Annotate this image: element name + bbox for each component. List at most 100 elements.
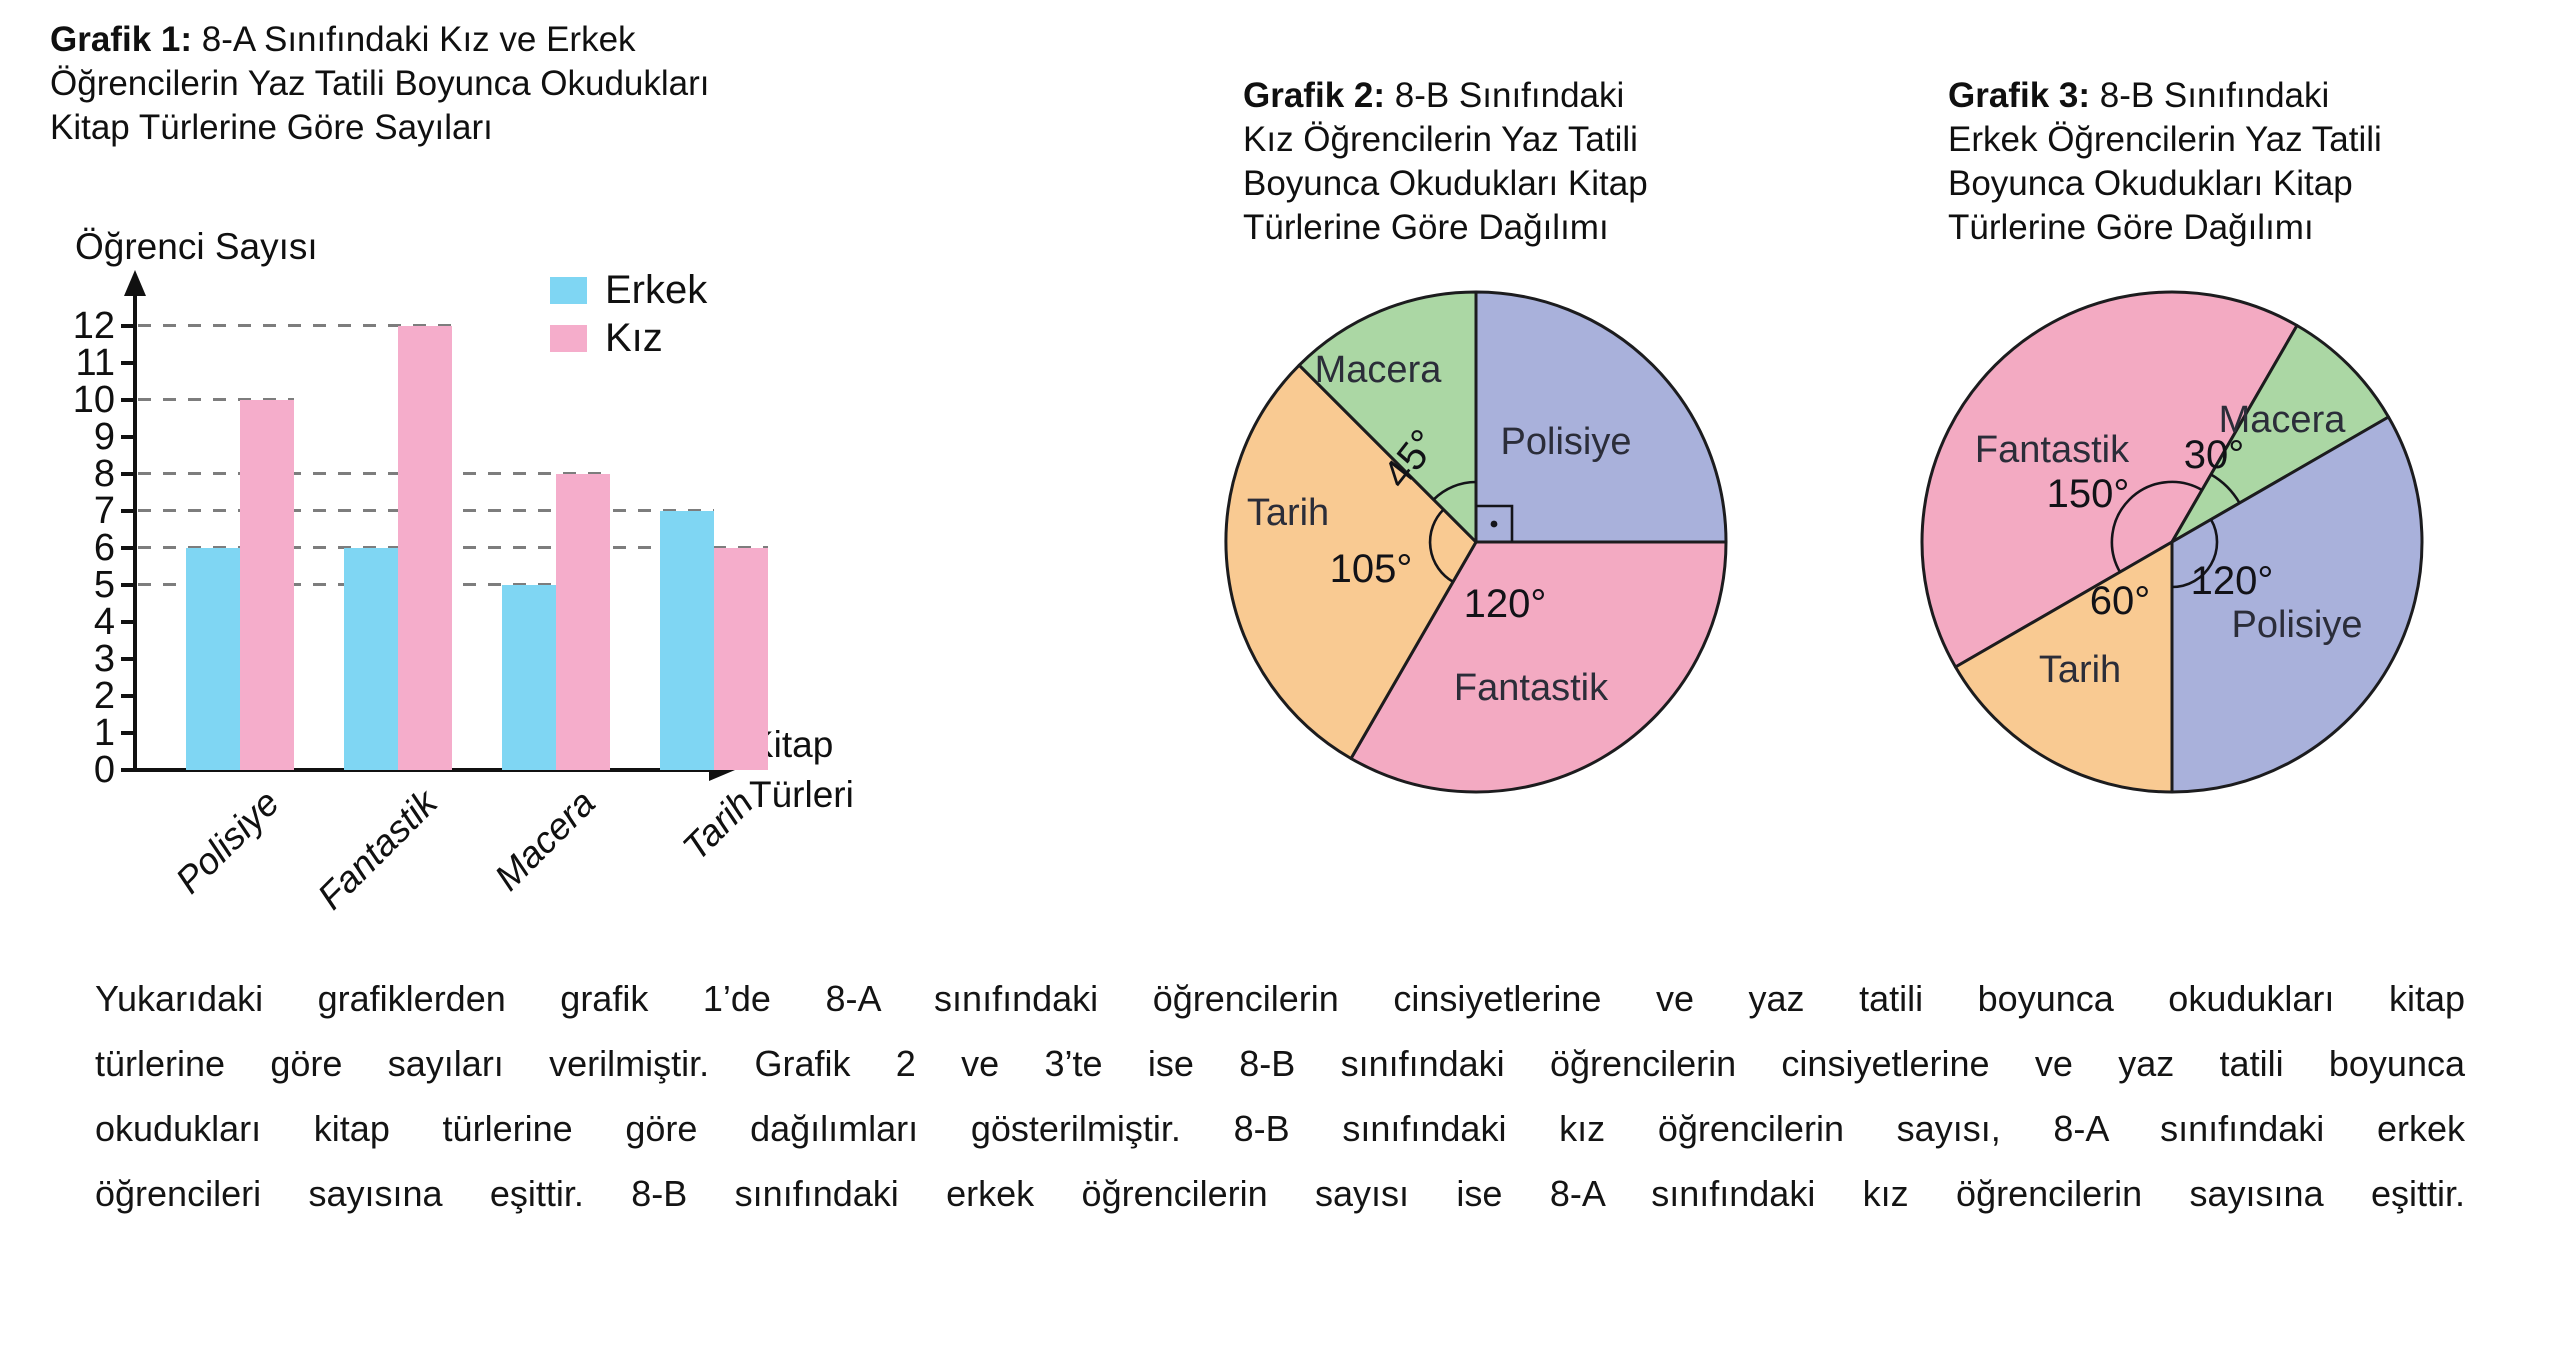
- pie-angle-polisiye: 120°: [2191, 559, 2274, 603]
- angle-arc-2: [2210, 473, 2241, 504]
- y-tick-10: [121, 398, 136, 402]
- pie-slice-tarih: [1954, 540, 2174, 794]
- grafik3-title-line: Erkek Öğrencilerin Yaz Tatili: [1948, 120, 2382, 159]
- y-tick-11: [121, 361, 136, 365]
- x-category-polisiye: Polisiye: [167, 782, 287, 902]
- grafik2-title-label: Grafik 2:: [1243, 76, 1385, 115]
- grafik3-title-line: Boyunca Okudukları Kitap: [1948, 164, 2353, 203]
- legend-label-kiz: Kız: [605, 315, 663, 360]
- y-tick-label-1: 1: [93, 712, 115, 754]
- grafik2-title-line: Grafik 2: 8-B Sınıfındaki: [1243, 76, 1625, 115]
- grafik2-title-line: Türlerine Göre Dağılımı: [1243, 208, 1609, 247]
- y-tick-2: [121, 694, 136, 698]
- grafik1-title: Grafik 1: 8-A Sınıfındaki Kız ve Erkek Ö…: [50, 18, 890, 150]
- bar-macera-erkek: [502, 585, 556, 770]
- y-tick-label-4: 4: [93, 601, 115, 643]
- angle-arc-1: [1428, 508, 1454, 583]
- grafik2-title-line: Kız Öğrencilerin Yaz Tatili: [1243, 120, 1638, 159]
- pie-chart-grafik3: Fantastik 150° Macera 30° Polisiye 120° Tarih 6…: [1902, 272, 2442, 812]
- grafik3-title-line: Türlerine Göre Dağılımı: [1948, 208, 2314, 247]
- y-tick-0: [121, 768, 136, 772]
- grafik3-title: Grafik 3: 8-B Sınıfındaki Erkek Öğrencil…: [1948, 74, 2548, 250]
- y-tick-label-10: 10: [72, 379, 115, 421]
- gridline-12: [138, 324, 452, 327]
- pie-label-tarih: Tarih: [2039, 649, 2121, 691]
- legend: Erkek Kız: [550, 266, 707, 362]
- bar-macera-kız: [556, 474, 610, 770]
- gridline-8: [138, 472, 610, 475]
- pie-slice-macera: [2170, 324, 2390, 544]
- pie-chart-grafik2: Polisiye Fantastik 120° Tarih 105° Macera 45°: [1206, 272, 1746, 812]
- y-tick-6: [121, 546, 136, 550]
- pie-slice-polisiye: [2170, 415, 2424, 794]
- caption-line: okudukları kitap türlerine göre dağılıml…: [95, 1108, 2465, 1149]
- right-angle-mark: [1476, 504, 1514, 542]
- y-tick-8: [121, 472, 136, 476]
- x-category-macera: Macera: [486, 782, 603, 899]
- y-axis-line: [133, 294, 137, 772]
- y-tick-label-3: 3: [93, 638, 115, 680]
- pie-angle-tarih: 60°: [2090, 579, 2151, 623]
- y-tick-label-6: 6: [93, 527, 115, 569]
- angle-arc-1: [2171, 518, 2219, 589]
- grafik2-title-line: Boyunca Okudukları Kitap: [1243, 164, 1648, 203]
- pie-label-polisiye: Polisiye: [1501, 421, 1632, 463]
- y-tick-9: [121, 435, 136, 439]
- bar-tarih-erkek: [660, 511, 714, 770]
- pie-slice-tarih: [1224, 363, 1478, 760]
- pie-label-tarih: Tarih: [1247, 492, 1329, 534]
- bar-chart-grafik1: Öğrenci Sayısı Kitap Türleri Erkek Kız 0…: [73, 226, 905, 1040]
- pie-slice-fantastik: [1349, 540, 1728, 794]
- legend-item-kiz: Kız: [550, 314, 707, 362]
- y-tick-label-11: 11: [75, 342, 115, 384]
- x-axis-line: [133, 768, 713, 772]
- caption-line: öğrencileri sayısına eşittir. 8-B sınıfı…: [95, 1173, 2465, 1214]
- x-category-fantastik: Fantastik: [309, 782, 445, 918]
- pie-label-fantastik: Fantastik: [1975, 429, 2130, 471]
- angle-arc-0: [2110, 480, 2203, 573]
- right-angle-dot: [1490, 520, 1498, 528]
- pie-slice-polisiye: [1474, 290, 1728, 544]
- bar-fantastik-erkek: [344, 548, 398, 770]
- pie-slice-fantastik: [1920, 290, 2299, 669]
- bar-polisiye-erkek: [186, 548, 240, 770]
- pie-angle-fantastik: 120°: [1464, 582, 1547, 626]
- legend-label-erkek: Erkek: [605, 267, 708, 312]
- pie-label-polisiye: Polisiye: [2232, 604, 2363, 646]
- y-axis-title: Öğrenci Sayısı: [75, 226, 318, 267]
- angle-arc-2: [1432, 480, 1477, 501]
- grafik1-title-line: Grafik 1: 8-A Sınıfındaki Kız ve Erkek: [50, 20, 636, 59]
- pie-label-fantastik: Fantastik: [1454, 667, 1609, 709]
- y-tick-1: [121, 731, 136, 735]
- gridline-6: [138, 546, 768, 549]
- grafik3-title-label: Grafik 3:: [1948, 76, 2090, 115]
- y-tick-label-2: 2: [93, 675, 115, 717]
- y-tick-4: [121, 620, 136, 624]
- pie-angle-fantastik: 150°: [2047, 472, 2130, 516]
- legend-swatch-kiz: [550, 324, 587, 352]
- y-tick-7: [121, 509, 136, 513]
- bar-fantastik-kız: [398, 326, 452, 770]
- caption-paragraph: Yukarıdaki grafiklerden grafik 1’de 8-A …: [95, 966, 2465, 1226]
- y-tick-label-5: 5: [93, 564, 115, 606]
- y-tick-5: [121, 583, 136, 587]
- pie-slice-macera: [1297, 290, 1478, 544]
- pie-angle-macera: 30°: [2184, 433, 2245, 477]
- gridline-10: [138, 398, 294, 401]
- bar-polisiye-kız: [240, 400, 294, 770]
- x-category-tarih: Tarih: [674, 782, 761, 869]
- caption-line: Yukarıdaki grafiklerden grafik 1’de 8-A …: [95, 978, 2465, 1019]
- caption-line: türlerine göre sayıları verilmiştir. Gra…: [95, 1043, 2465, 1084]
- grafik2-title: Grafik 2: 8-B Sınıfındaki Kız Öğrenciler…: [1243, 74, 1843, 250]
- pie-angle-tarih: 105°: [1330, 547, 1413, 591]
- y-tick-12: [121, 324, 136, 328]
- grafik1-title-line: Kitap Türlerine Göre Sayıları: [50, 108, 493, 147]
- pie-label-macera: Macera: [1315, 349, 1443, 391]
- pie-label-macera: Macera: [2219, 399, 2347, 441]
- y-axis-arrow-icon: [124, 270, 146, 296]
- y-tick-label-7: 7: [93, 490, 115, 532]
- y-tick-label-8: 8: [93, 453, 115, 495]
